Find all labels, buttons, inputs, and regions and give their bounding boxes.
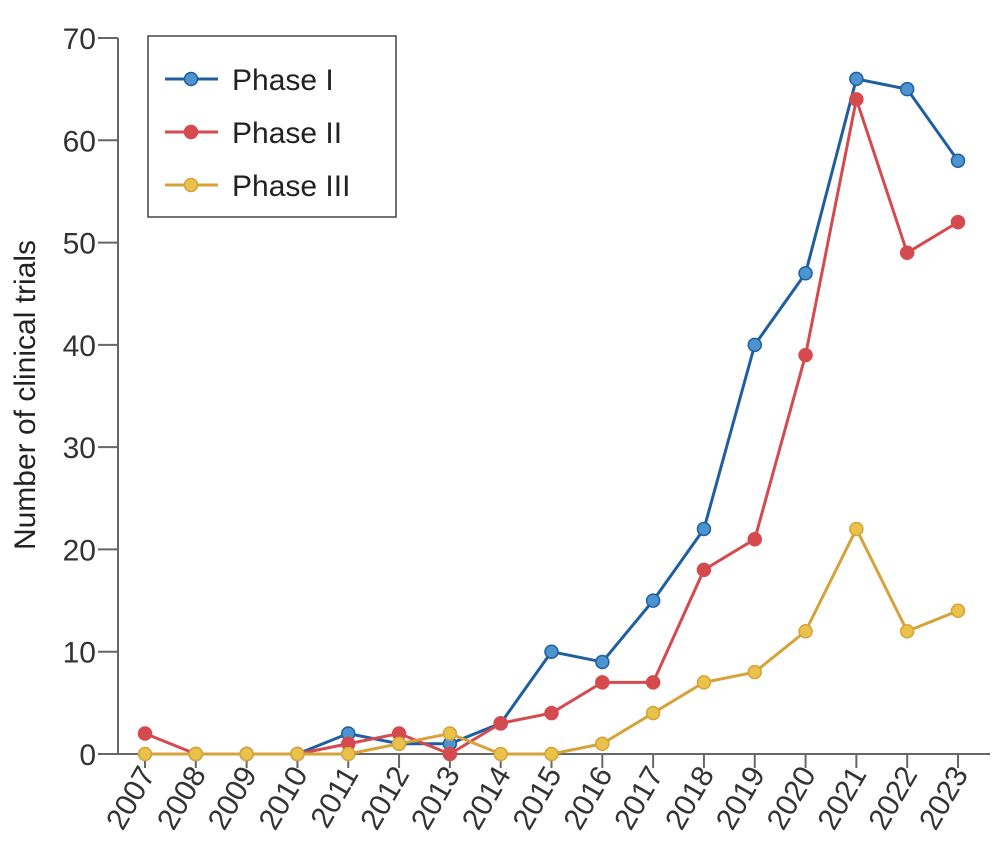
x-tick-label: 2023	[913, 761, 975, 835]
x-tick-label: 2014	[456, 761, 518, 835]
data-point	[950, 214, 966, 230]
data-point	[950, 603, 966, 619]
data-point	[899, 245, 915, 261]
x-tick-label: 2010	[253, 761, 315, 835]
data-point	[290, 746, 305, 762]
y-tick-label: 40	[63, 330, 96, 363]
x-tick-label: 2017	[608, 761, 670, 835]
x-tick-label: 2022	[862, 761, 924, 835]
x-tick-label: 2021	[811, 761, 873, 835]
x-tick-label: 2007	[100, 761, 162, 835]
x-tick-label: 2012	[354, 761, 416, 835]
legend-swatch-marker	[183, 124, 199, 140]
data-point	[544, 746, 559, 762]
data-point	[899, 81, 915, 97]
legend-swatch-marker	[183, 177, 199, 193]
data-point	[645, 675, 661, 690]
data-point	[747, 337, 762, 353]
data-point	[442, 726, 458, 741]
series-line	[195, 77, 960, 756]
x-tick-label: 2016	[557, 761, 619, 835]
series-phase-iii	[137, 521, 966, 762]
data-point	[544, 644, 559, 659]
legend: Phase I Phase II Phase III	[147, 35, 397, 218]
y-tick-label: 10	[63, 637, 96, 670]
x-tick-label: 2008	[151, 761, 213, 835]
data-point	[696, 562, 712, 578]
y-axis: 0 10 20 30 40 50 60 70	[63, 23, 119, 772]
x-tick-label: 2019	[710, 761, 772, 835]
series-group	[137, 71, 966, 762]
data-point	[747, 664, 762, 680]
data-point	[391, 736, 407, 752]
y-tick-label: 60	[63, 125, 96, 158]
data-point	[849, 521, 864, 537]
legend-item: Phase II	[165, 117, 342, 150]
x-tick-label: 2013	[405, 761, 467, 835]
data-point	[595, 736, 610, 752]
y-axis-title: Number of clinical trials	[9, 240, 42, 550]
legend-label: Phase I	[232, 64, 334, 97]
data-point	[950, 153, 966, 168]
data-point	[137, 746, 153, 762]
x-axis: 2007200820092010201120122013201420152016…	[100, 753, 990, 835]
legend-label: Phase III	[232, 170, 350, 203]
x-tick-label: 2009	[202, 761, 264, 835]
data-point	[239, 746, 254, 762]
data-point	[696, 521, 712, 537]
data-point	[645, 593, 661, 608]
legend-swatch-marker	[183, 71, 199, 87]
legend-item: Phase III	[165, 170, 350, 203]
data-point	[137, 726, 153, 741]
x-tick-label: 2015	[507, 761, 569, 835]
x-tick-label: 2011	[304, 761, 365, 833]
data-point	[645, 705, 661, 721]
legend-label: Phase II	[232, 117, 342, 150]
data-point	[544, 705, 559, 721]
data-point	[798, 266, 813, 281]
data-point	[798, 347, 813, 363]
data-point	[493, 716, 508, 731]
y-tick-label: 70	[63, 23, 96, 56]
data-point	[747, 531, 762, 547]
y-tick-label: 50	[63, 228, 96, 261]
data-point	[442, 746, 458, 762]
y-tick-label: 0	[79, 739, 96, 772]
data-point	[849, 92, 864, 107]
data-point	[341, 746, 356, 762]
x-tick-label: 2020	[761, 761, 823, 835]
legend-item: Phase I	[165, 64, 334, 97]
data-point	[696, 675, 712, 690]
data-point	[798, 624, 813, 639]
data-point	[595, 654, 610, 670]
data-point	[595, 675, 610, 690]
y-tick-label: 30	[63, 432, 96, 465]
data-point	[493, 746, 508, 762]
data-point	[188, 746, 204, 762]
y-tick-label: 20	[63, 534, 96, 567]
data-point	[899, 624, 915, 639]
data-point	[849, 71, 864, 87]
x-tick-label: 2018	[659, 761, 721, 835]
